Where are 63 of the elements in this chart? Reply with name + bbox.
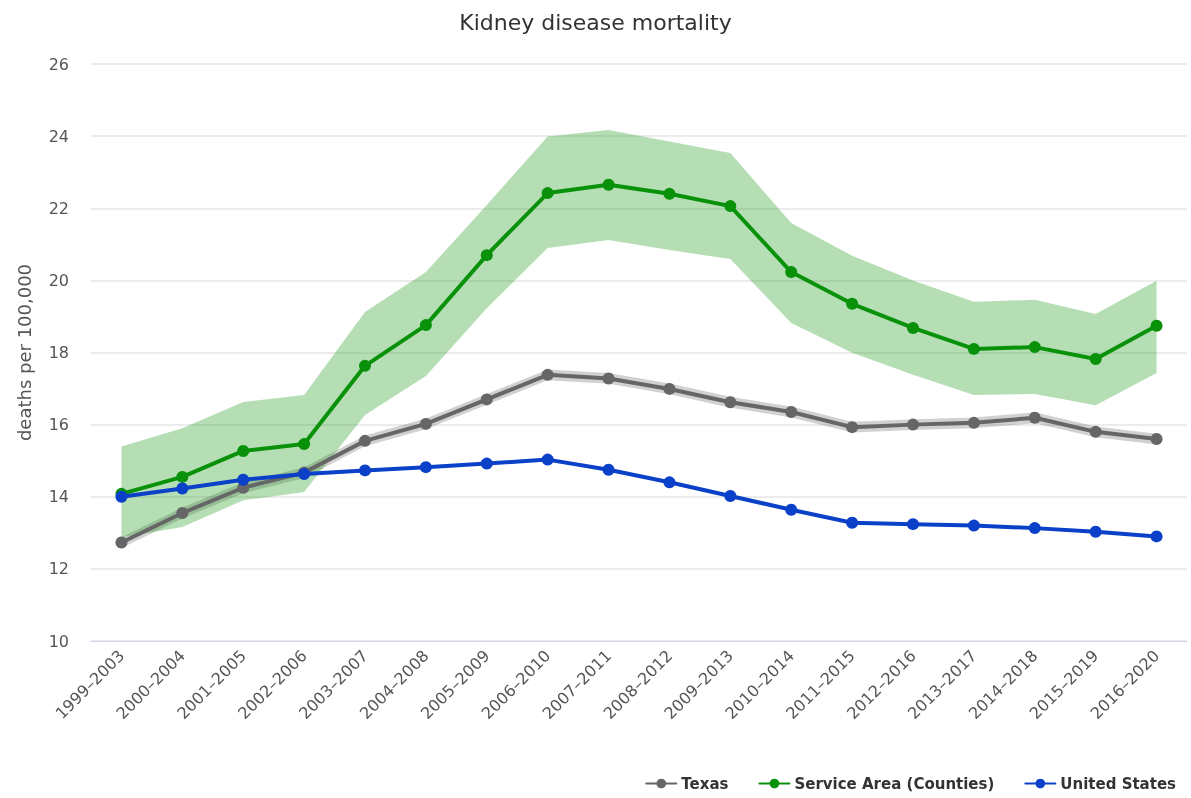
point [419, 319, 432, 332]
point [1028, 411, 1041, 424]
point [419, 417, 432, 430]
point [846, 297, 859, 310]
chart-title: Kidney disease mortality [459, 9, 732, 35]
point [237, 444, 250, 457]
point [541, 453, 554, 466]
point [663, 476, 676, 489]
point [480, 457, 493, 470]
point [1089, 425, 1102, 438]
point [967, 416, 980, 429]
y-tick-label: 20 [48, 270, 69, 290]
point [115, 536, 128, 549]
point [176, 470, 189, 483]
point [724, 200, 737, 213]
point [724, 396, 737, 409]
point [724, 490, 737, 503]
y-tick-label: 26 [48, 54, 69, 74]
point [967, 342, 980, 355]
point [1150, 433, 1163, 446]
y-tick-label: 18 [48, 343, 69, 362]
point [359, 464, 371, 477]
point [176, 482, 189, 495]
y-tick-label: 22 [48, 198, 69, 218]
point [541, 368, 554, 381]
point [1089, 352, 1102, 365]
point [785, 266, 798, 279]
y-tick-label: 12 [48, 559, 69, 579]
point [1089, 525, 1102, 538]
point [846, 421, 859, 434]
point [480, 249, 493, 262]
point [359, 434, 371, 447]
point [1028, 522, 1041, 535]
point [907, 418, 919, 431]
point [663, 382, 676, 395]
point [846, 516, 859, 529]
point [907, 518, 919, 531]
point [907, 321, 919, 334]
y-tick-label: 14 [48, 487, 69, 507]
point [1150, 530, 1163, 543]
point [541, 187, 554, 200]
point [176, 506, 189, 519]
point [785, 406, 798, 418]
point [419, 461, 432, 474]
point [602, 463, 615, 476]
point [602, 372, 615, 385]
legend-label: Service Area (Counties) [794, 774, 995, 793]
point [967, 519, 980, 532]
point [237, 473, 250, 486]
point [1150, 319, 1163, 332]
y-tick-label: 16 [48, 415, 69, 435]
point [602, 178, 615, 191]
y-tick-label: 10 [48, 631, 69, 651]
point [359, 359, 371, 372]
y-tick-label: 24 [48, 126, 69, 146]
point [1028, 341, 1041, 354]
y-axis-title: deaths per 100,000 [13, 263, 35, 442]
point [785, 503, 798, 516]
legend-label: United States [1060, 774, 1177, 793]
point [663, 187, 676, 200]
point [480, 393, 493, 406]
point [298, 438, 311, 451]
legend-label: Texas [681, 774, 729, 793]
